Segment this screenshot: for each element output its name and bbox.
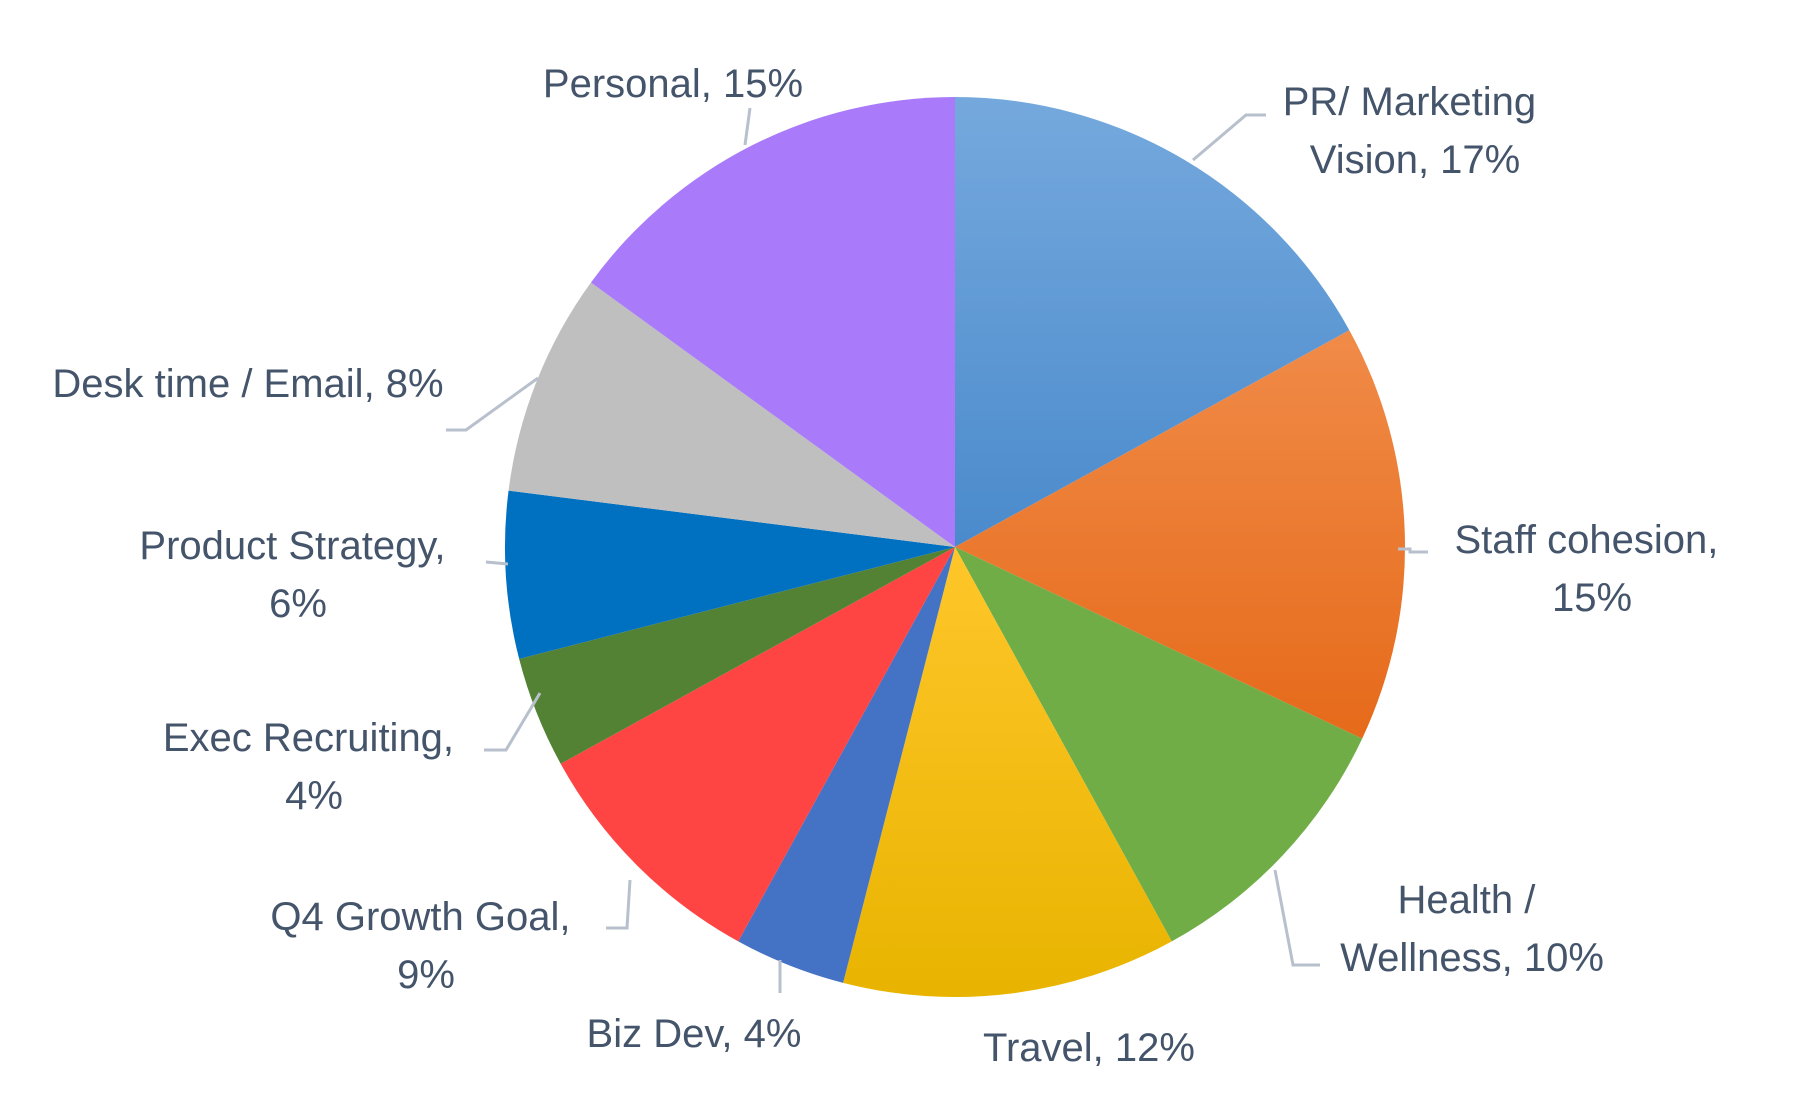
leader-line-pr-marketing bbox=[1192, 113, 1266, 162]
pie-slice-biz-dev bbox=[738, 547, 955, 983]
pie-slice-personal bbox=[590, 97, 955, 547]
leader-line-staff-cohesion bbox=[1398, 547, 1428, 554]
slice-labels: PR/ Marketing Vision, 17% Staff cohesion… bbox=[52, 62, 1729, 1070]
pie-slice-travel bbox=[843, 547, 1172, 997]
pie-slice-pr-marketing-vision bbox=[955, 97, 1350, 547]
pie-slice-desk-time-email bbox=[508, 282, 955, 547]
pie-slice-exec-recruiting bbox=[519, 547, 955, 764]
label-q4-growth-goal: Q4 Growth Goal, 9% bbox=[270, 895, 581, 997]
leader-line-desk-time bbox=[446, 376, 539, 432]
pie-slice-product-strategy bbox=[505, 490, 955, 659]
leader-line-product-strategy bbox=[485, 560, 509, 566]
label-personal: Personal, 15% bbox=[543, 62, 803, 106]
leader-line-exec-recruiting bbox=[484, 692, 542, 752]
pie-slices bbox=[505, 97, 1405, 997]
pie-slice-health-wellness bbox=[955, 547, 1363, 942]
label-pr-marketing: PR/ Marketing Vision, 17% bbox=[1283, 80, 1548, 182]
label-travel: Travel, 12% bbox=[983, 1026, 1195, 1070]
leader-line-health-wellness bbox=[1273, 869, 1320, 967]
pie-slice-staff-cohesion bbox=[955, 330, 1405, 739]
label-exec-recruiting: Exec Recruiting, 4% bbox=[163, 716, 465, 818]
pie-slice-q4-growth-goal bbox=[560, 547, 955, 942]
label-desk-time-email: Desk time / Email, 8% bbox=[52, 362, 443, 406]
label-staff-cohesion: Staff cohesion, 15% bbox=[1454, 518, 1729, 620]
leader-lines bbox=[446, 107, 1428, 993]
label-product-strategy: Product Strategy, 6% bbox=[139, 524, 456, 626]
label-biz-dev: Biz Dev, 4% bbox=[587, 1012, 802, 1056]
leader-line-personal bbox=[743, 107, 752, 146]
label-health-wellness: Health / Wellness, 10% bbox=[1340, 878, 1604, 980]
leader-line-q4-growth bbox=[606, 879, 632, 930]
